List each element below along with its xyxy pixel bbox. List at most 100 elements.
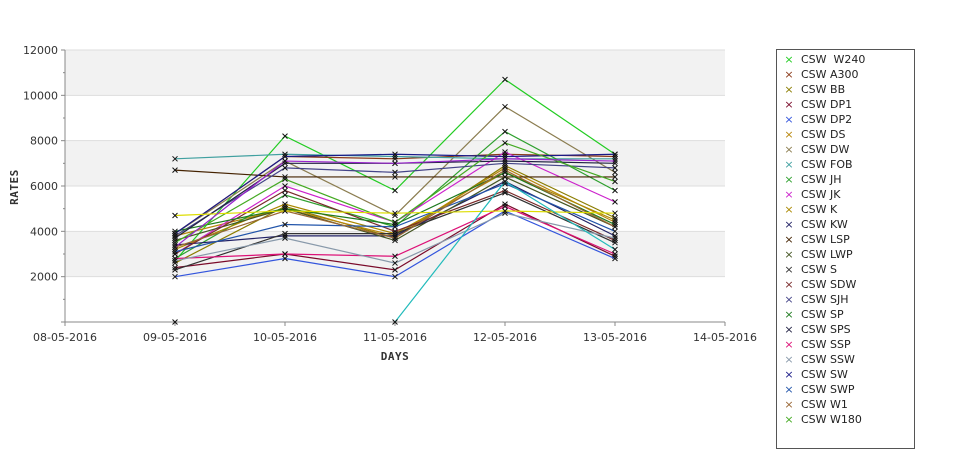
legend-item: × CSW JH xyxy=(781,172,841,186)
legend-marker-icon: × xyxy=(784,247,794,261)
legend-marker-icon: × xyxy=(784,52,794,66)
data-point xyxy=(502,203,508,210)
data-point xyxy=(392,230,398,237)
x-tick-label: 10-05-2016 xyxy=(253,331,317,344)
data-point xyxy=(282,183,288,189)
y-tick-label: 10000 xyxy=(23,89,58,102)
data-point xyxy=(612,187,618,194)
data-point xyxy=(282,255,288,262)
legend-label: CSW SPS xyxy=(801,322,851,336)
legend-label: CSW JK xyxy=(801,187,841,201)
legend-item: × CSW JK xyxy=(781,187,841,201)
x-tick-label: 14-05-2016 xyxy=(693,331,757,344)
data-point xyxy=(172,248,178,255)
legend-marker-icon: × xyxy=(784,352,794,366)
data-point xyxy=(612,217,618,223)
data-point xyxy=(282,158,288,164)
legend-label: CSW LWP xyxy=(801,247,853,261)
data-point xyxy=(282,208,288,214)
data-point xyxy=(502,208,508,214)
data-point xyxy=(502,178,508,185)
data-point xyxy=(282,187,288,194)
data-point xyxy=(502,155,508,162)
data-point xyxy=(502,165,508,171)
data-point xyxy=(502,149,508,155)
data-point xyxy=(612,199,618,205)
data-point xyxy=(282,192,288,198)
data-point xyxy=(612,237,618,244)
legend-label: CSW LSP xyxy=(801,232,850,246)
legend-item: × CSW SWP xyxy=(781,382,855,396)
legend-item: × CSW SSP xyxy=(781,337,850,351)
legend-label: CSW A300 xyxy=(801,67,859,81)
data-point xyxy=(502,174,508,180)
legend-marker-icon: × xyxy=(784,112,794,126)
data-point xyxy=(392,235,398,241)
data-point xyxy=(172,239,178,246)
y-tick-label: 12000 xyxy=(23,44,58,57)
legend-item: × CSW LWP xyxy=(781,247,853,261)
data-point xyxy=(612,255,618,262)
legend-item: × CSW BB xyxy=(781,82,845,96)
legend-item: × CSW W240 xyxy=(781,52,865,66)
legend-label: CSW DS xyxy=(801,127,846,141)
legend-label: CSW SWP xyxy=(801,382,855,396)
data-point xyxy=(282,251,288,257)
grid-band xyxy=(65,50,725,96)
data-point xyxy=(612,239,618,246)
legend-item: × CSW DS xyxy=(781,127,846,141)
legend-marker-icon: × xyxy=(784,127,794,141)
legend-marker-icon: × xyxy=(784,142,794,156)
y-tick-label: 6000 xyxy=(30,180,58,193)
data-point xyxy=(282,165,288,171)
series xyxy=(172,180,618,255)
legend-label: CSW DW xyxy=(801,142,850,156)
legend-label: CSW KW xyxy=(801,217,848,231)
data-point xyxy=(612,160,618,167)
data-point xyxy=(282,221,288,228)
legend-item: × CSW SPS xyxy=(781,322,851,336)
legend-item: × CSW DW xyxy=(781,142,849,156)
data-point xyxy=(282,205,288,212)
data-point xyxy=(612,228,618,235)
legend-marker-icon: × xyxy=(784,97,794,111)
legend-marker-icon: × xyxy=(784,187,794,201)
data-point xyxy=(392,151,398,158)
x-tick-label: 11-05-2016 xyxy=(363,331,427,344)
legend-label: CSW S xyxy=(801,262,838,276)
data-point xyxy=(612,174,618,180)
series xyxy=(172,178,618,325)
series xyxy=(172,169,618,235)
data-point xyxy=(392,169,398,176)
legend-label: CSW K xyxy=(801,202,838,216)
legend-label: CSW DP1 xyxy=(801,97,853,111)
data-point xyxy=(172,230,178,237)
y-axis-title: RATES xyxy=(8,169,21,205)
data-point xyxy=(392,237,398,244)
legend-label: CSW W180 xyxy=(801,412,862,426)
data-point xyxy=(612,223,618,230)
legend-label: CSW SSW xyxy=(801,352,855,366)
legend-label: CSW DP2 xyxy=(801,112,853,126)
series xyxy=(172,140,618,246)
legend-marker-icon: × xyxy=(784,367,794,381)
x-tick-labels: 08-05-2016 09-05-2016 10-05-2016 11-05-2016… xyxy=(33,331,757,344)
data-point xyxy=(172,212,178,219)
legend-item: × CSW DP2 xyxy=(781,112,852,126)
legend-item: × CSW SW xyxy=(781,367,848,381)
legend-marker-icon: × xyxy=(784,292,794,306)
legend-marker-icon: × xyxy=(784,337,794,351)
data-point xyxy=(612,158,618,164)
legend-label: CSW W240 xyxy=(801,52,866,66)
data-point xyxy=(172,260,178,266)
data-point xyxy=(282,174,288,180)
legend-marker-icon: × xyxy=(784,382,794,396)
legend-item: × CSW W1 xyxy=(781,397,848,411)
data-point xyxy=(392,187,398,194)
legend-item: × CSW LSP xyxy=(781,232,850,246)
legend-item: × CSW KW xyxy=(781,217,848,231)
data-point xyxy=(502,76,508,83)
x-tick-label: 09-05-2016 xyxy=(143,331,207,344)
data-point xyxy=(392,319,398,325)
legend-label: CSW BB xyxy=(801,82,846,96)
